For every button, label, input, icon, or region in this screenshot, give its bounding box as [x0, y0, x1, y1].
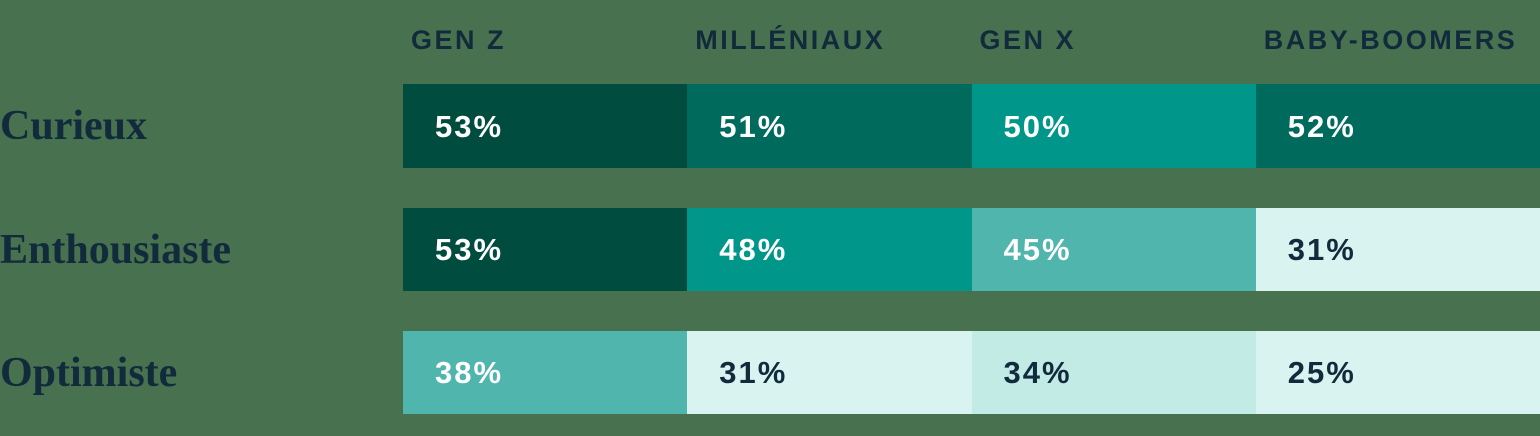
cell-optimiste-baby-boomers: 25%	[1255, 331, 1540, 414]
cell-curieux-milleniaux: 51%	[687, 84, 972, 168]
column-header-gen-x: GEN X	[979, 25, 1077, 55]
cell-curieux-gen-z: 53%	[403, 84, 688, 168]
cell-curieux-gen-x: 50%	[971, 84, 1256, 168]
column-header-milleniaux: MILLÉNIAUX	[695, 25, 886, 55]
row-label-curieux: Curieux	[0, 103, 147, 149]
row-label-optimiste: Optimiste	[0, 349, 178, 396]
cell-optimiste-gen-z: 38%	[403, 331, 688, 414]
cell-curieux-baby-boomers: 52%	[1255, 84, 1540, 168]
cell-optimiste-gen-x: 34%	[971, 331, 1256, 414]
column-header-baby-boomers: BABY-BOOMERS	[1263, 25, 1518, 55]
column-header-gen-z: GEN Z	[411, 25, 507, 55]
cell-optimiste-milleniaux: 31%	[687, 331, 972, 414]
cell-enthousiaste-baby-boomers: 31%	[1255, 208, 1540, 291]
top-left-spacer	[0, 0, 403, 84]
cell-enthousiaste-gen-z: 53%	[403, 208, 688, 291]
cell-enthousiaste-milleniaux: 48%	[687, 208, 972, 291]
row-label-enthousiaste: Enthousiaste	[0, 226, 232, 273]
cell-enthousiaste-gen-x: 45%	[971, 208, 1256, 291]
